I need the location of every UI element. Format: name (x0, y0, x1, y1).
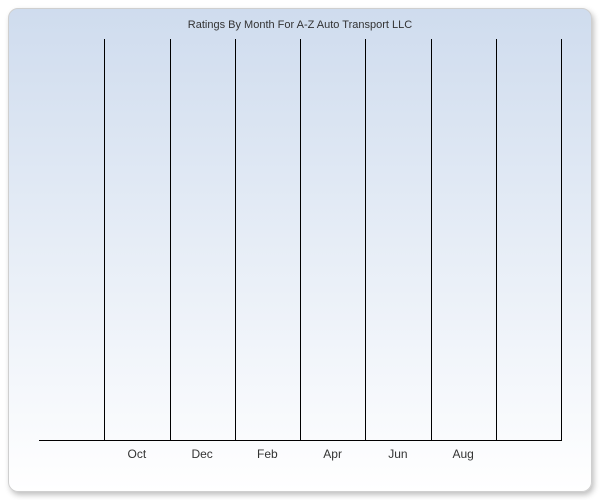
chart-title: Ratings By Month For A-Z Auto Transport … (9, 19, 591, 31)
chart-gridline (431, 39, 432, 441)
chart-gridline (235, 39, 236, 441)
chart-x-label: Aug (452, 447, 473, 461)
chart-x-label: Jun (388, 447, 407, 461)
chart-x-label: Dec (191, 447, 212, 461)
chart-gridline (496, 39, 497, 441)
chart-gridline (561, 39, 562, 441)
chart-x-label: Apr (323, 447, 342, 461)
chart-gridline (104, 39, 105, 441)
chart-gridline (365, 39, 366, 441)
chart-gridline (300, 39, 301, 441)
chart-x-axis-labels: Oct Dec Feb Apr Jun Aug (39, 447, 561, 463)
chart-x-label: Oct (128, 447, 147, 461)
ratings-chart-card: Ratings By Month For A-Z Auto Transport … (8, 8, 592, 492)
chart-x-label: Feb (257, 447, 278, 461)
chart-plot-area (39, 39, 561, 441)
chart-gridline (170, 39, 171, 441)
